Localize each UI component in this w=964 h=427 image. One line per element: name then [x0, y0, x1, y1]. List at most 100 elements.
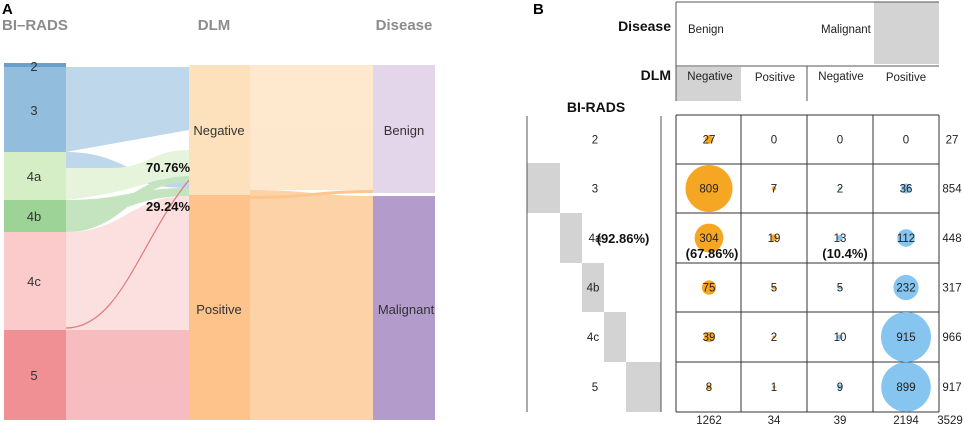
row-label: 2	[592, 135, 598, 147]
matrix-cell: 0	[903, 135, 909, 147]
node-birads-5	[4, 330, 66, 420]
shade-birads-3	[527, 163, 560, 213]
sankey-bands-birads-dlm	[66, 67, 189, 420]
row-total: 317	[942, 283, 961, 295]
column-total: 1262	[696, 415, 722, 427]
row-total: 854	[942, 184, 962, 196]
row-total: 448	[942, 233, 961, 245]
matrix-bubble	[837, 384, 843, 390]
matrix-grid	[675, 114, 940, 413]
sankey-bands-dlm-disease	[250, 65, 373, 420]
column-total: 34	[768, 415, 781, 427]
birads-node-label-4a: 4a	[27, 169, 42, 184]
matrix-cell: 8	[706, 382, 712, 394]
dlm-col-2: Positive	[755, 72, 795, 84]
matrix-bubble	[772, 285, 776, 290]
matrix-cell: 112	[897, 233, 915, 245]
matrix-cell: 13	[834, 233, 847, 245]
annot-benign-4a: (67.86%)	[686, 246, 739, 261]
band-positive-benign	[250, 190, 373, 199]
matrix-bubble	[837, 334, 843, 340]
dlm-header: DLM	[198, 17, 231, 34]
matrix-cell: 75	[703, 283, 716, 295]
matrix-cell: 7	[771, 184, 777, 196]
percent-label-bottom: 29.24%	[146, 199, 191, 214]
matrix-bubble	[901, 183, 911, 194]
row-total: 966	[942, 332, 961, 344]
matrix-cell: 10	[834, 332, 847, 344]
shade-dlm-negative	[676, 67, 741, 101]
matrix-cell: 809	[699, 184, 718, 196]
shade-birads-4a	[560, 213, 582, 263]
annot-malignant-4a: (10.4%)	[822, 246, 868, 261]
dlm-col-3: Negative	[818, 71, 863, 83]
matrix-bubble	[881, 312, 931, 362]
node-dlm-negative	[189, 65, 250, 195]
dlm-node-label-positive: Positive	[196, 302, 242, 317]
node-birads-4c	[4, 232, 66, 330]
node-disease-malignant	[373, 196, 435, 420]
matrix-bubble	[704, 135, 714, 144]
node-dlm-positive	[189, 195, 250, 420]
matrix-bubble	[694, 223, 724, 253]
matrix-bubble	[772, 335, 776, 339]
birads-node-label-2: 2	[30, 59, 37, 74]
dlm-node-label-negative: Negative	[193, 123, 244, 138]
shade-birads-5	[626, 362, 661, 412]
matrix-cell: 39	[703, 332, 716, 344]
band-4b-negative	[66, 176, 189, 232]
matrix-bubble	[893, 274, 919, 301]
matrix-cell: 2	[837, 184, 843, 196]
matrix-cell: 0	[837, 135, 843, 147]
band-positive-malignant	[250, 190, 373, 420]
grand-total: 3529	[937, 415, 963, 427]
matrix-bubble	[838, 187, 842, 190]
disease-node-label-benign: Benign	[384, 123, 424, 138]
node-birads-4b	[4, 200, 66, 232]
band-negative-benign	[250, 65, 373, 190]
node-disease-benign	[373, 65, 435, 193]
matrix-bubble	[685, 164, 733, 213]
matrix-bubble	[897, 229, 915, 247]
birads-header: BI–RADS	[2, 17, 68, 34]
matrix-cell: 5	[771, 283, 777, 295]
row-label: 4c	[587, 332, 599, 344]
matrix-bubble	[881, 362, 931, 412]
row-total: 917	[942, 382, 961, 394]
shade-birads-4b	[582, 263, 604, 312]
matrix-cell: 36	[900, 184, 913, 196]
matrix-cell: 899	[896, 382, 915, 394]
annot-row-4a: (92.86%)	[597, 231, 650, 246]
matrix-cell: 19	[768, 233, 781, 245]
matrix-bubble	[837, 235, 843, 241]
row-label: 5	[592, 382, 598, 394]
matrix-cell: 304	[699, 233, 719, 245]
matrix-bubble	[771, 186, 777, 191]
matrix-bubble	[772, 385, 776, 389]
matrix-bubble	[701, 280, 717, 295]
birads-node-label-4b: 4b	[27, 209, 41, 224]
matrix-cell: 0	[771, 135, 777, 147]
matrix-birads-header: BI-RADS	[567, 99, 625, 115]
band-5-positive	[66, 330, 189, 420]
band-4a-negative	[66, 150, 189, 200]
band-3-negative	[66, 67, 189, 152]
row-label: 3	[592, 184, 598, 196]
birads-node-label-5: 5	[30, 368, 37, 383]
birads-nodes	[4, 63, 66, 420]
disease-col-malignant: Malignant	[821, 24, 872, 36]
band-4c-negative-line	[65, 179, 190, 329]
row-total: 27	[946, 135, 959, 147]
node-birads-3	[4, 67, 66, 152]
matrix-cell: 2	[771, 332, 777, 344]
panel-a-label: A	[2, 1, 13, 18]
disease-node-label-malignant: Malignant	[378, 302, 435, 317]
node-birads-2	[4, 63, 66, 67]
matrix-disease-header: Disease	[618, 18, 671, 34]
row-label: 4b	[587, 283, 600, 295]
disease-header: Disease	[376, 17, 433, 34]
matrix-bubble	[706, 384, 712, 390]
dlm-col-4: Positive	[886, 72, 926, 84]
